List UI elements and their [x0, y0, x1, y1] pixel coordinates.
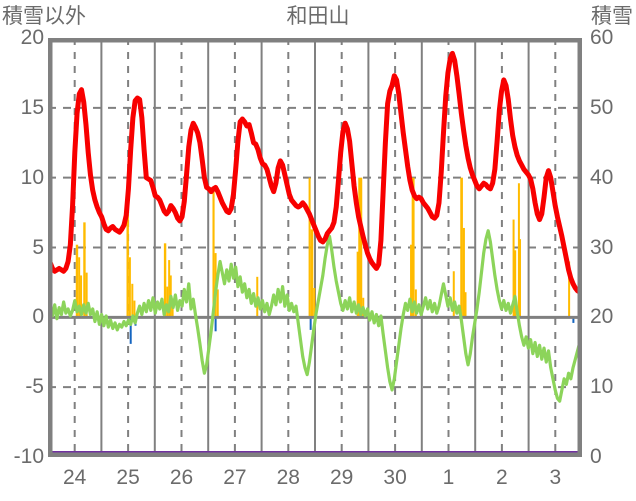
y-axis-left-tick-neg10: -10 [13, 445, 44, 468]
precipitation-bar [131, 283, 134, 318]
precipitation-bar [166, 286, 169, 318]
y-axis-left-tick-5: 5 [32, 235, 44, 259]
precipitation-bar [358, 177, 363, 318]
right-axis-unit-label: 積雪 [591, 5, 633, 28]
y-axis-right-tick-60: 60 [590, 26, 614, 49]
precipitation-bar [568, 261, 571, 318]
x-axis-tick-29: 29 [330, 466, 354, 489]
y-axis-left-tick-0: 0 [32, 305, 44, 329]
x-axis-tick-26: 26 [169, 466, 194, 489]
x-axis-tick-1: 1 [442, 466, 455, 489]
temperature-series-line [48, 50, 582, 295]
y-axis-right-tick-40: 40 [590, 165, 614, 189]
precipitation-bar [410, 244, 413, 318]
precipitation-bar [308, 177, 311, 318]
precipitation-bar [452, 271, 455, 318]
x-axis-tick-3: 3 [549, 466, 562, 489]
y-axis-left-tick-10: 10 [20, 165, 44, 189]
x-axis-tick-27: 27 [223, 466, 247, 489]
precipitation-bar [78, 257, 81, 318]
precipitation-bar [133, 300, 136, 318]
secondary-series-line [48, 229, 582, 403]
x-axis-tick-28: 28 [276, 466, 300, 489]
precipitation-bar [163, 243, 167, 318]
y-axis-right-tick-20: 20 [590, 305, 614, 329]
y-axis-left-tick-15: 15 [20, 95, 44, 119]
negative-bar [214, 317, 217, 332]
precipitation-bar [216, 289, 219, 318]
precipitation-bar [313, 288, 316, 318]
plot-canvas [48, 38, 582, 457]
precipitation-bar [128, 257, 131, 318]
precipitation-bar [80, 275, 83, 318]
x-axis-tick-25: 25 [116, 466, 140, 489]
y-axis-right-tick-10: 10 [590, 375, 614, 399]
precipitation-bar [356, 251, 359, 318]
negative-bar [309, 317, 312, 330]
precipitation-bar [512, 219, 515, 318]
precipitation-bar [310, 229, 314, 318]
negative-bar [572, 317, 575, 323]
y-axis-right-tick-50: 50 [590, 95, 614, 119]
y-axis-left-tick-neg5: -5 [25, 375, 44, 399]
precipitation-bar [464, 292, 467, 318]
y-axis-right-tick-0: 0 [590, 445, 602, 468]
precipitation-bar [126, 177, 129, 318]
precipitation-bar [212, 188, 215, 318]
y-axis-right-tick-30: 30 [590, 235, 614, 259]
x-axis-tick-24: 24 [63, 466, 87, 489]
precipitation-bar [168, 260, 171, 318]
precipitation-bar [462, 227, 465, 318]
negative-bar [129, 317, 132, 344]
precipitation-bar [83, 222, 86, 318]
precipitation-bar [518, 239, 521, 318]
y-axis-left-tick-20: 20 [20, 26, 44, 49]
plot-frame-border [48, 38, 582, 457]
plot-area [48, 38, 582, 457]
precipitation-bar [460, 177, 463, 318]
chart-title: 和田山 [286, 5, 350, 28]
precipitation-bar [514, 250, 517, 318]
x-axis-tick-2: 2 [496, 466, 508, 489]
precipitation-bar [75, 244, 79, 318]
left-axis-unit-label: 積雪以外 [2, 5, 86, 28]
precipitation-bar [85, 272, 88, 318]
x-axis-tick-30: 30 [383, 466, 407, 489]
precipitation-bar [517, 183, 520, 318]
precipitation-bar [411, 177, 415, 318]
